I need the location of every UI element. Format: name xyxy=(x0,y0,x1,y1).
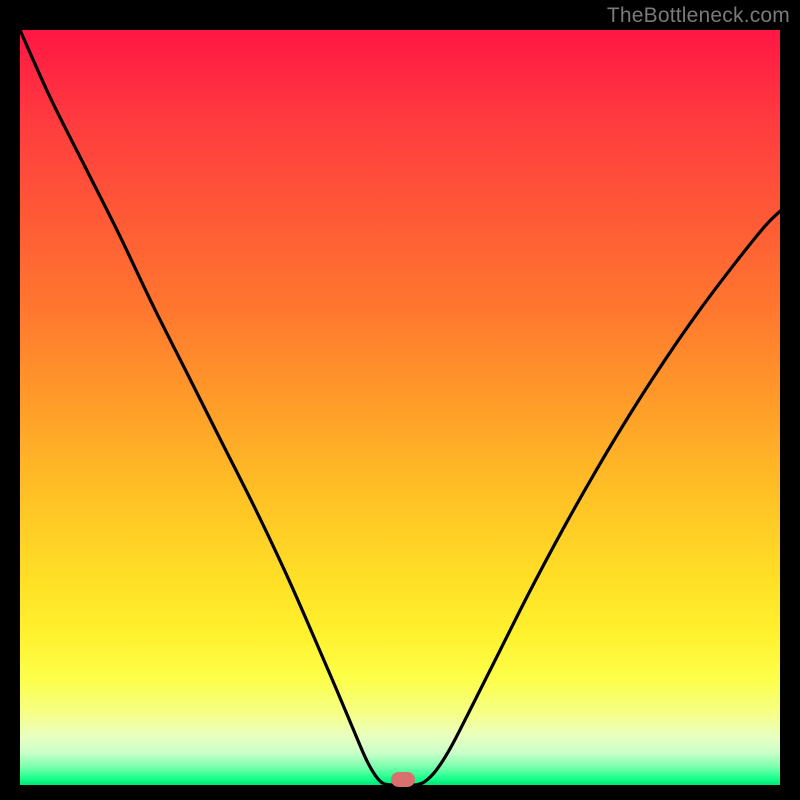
watermark-text: TheBottleneck.com xyxy=(607,4,790,28)
plot-area xyxy=(20,30,780,785)
optimum-marker xyxy=(391,772,415,787)
bottleneck-curve xyxy=(20,30,780,785)
